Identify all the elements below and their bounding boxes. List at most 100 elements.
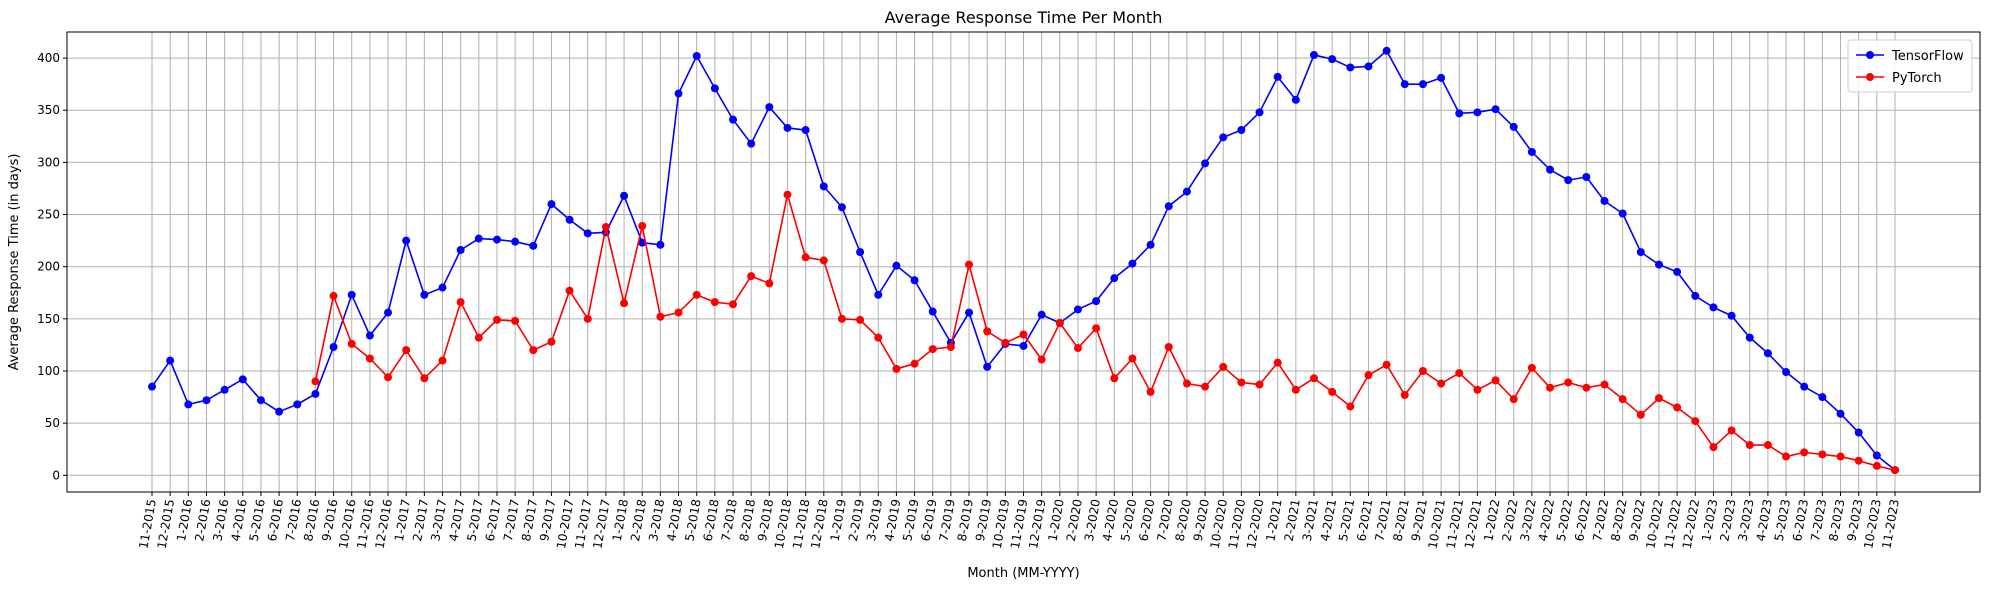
y-tick-label: 350 — [37, 103, 60, 117]
data-point — [1346, 402, 1355, 411]
data-point — [474, 234, 483, 243]
legend-marker — [1866, 73, 1874, 81]
legend-label: TensorFlow — [1891, 49, 1964, 64]
data-point — [1110, 274, 1119, 283]
data-point — [529, 346, 538, 355]
data-point — [238, 375, 247, 384]
data-point — [892, 364, 901, 373]
data-point — [965, 260, 974, 269]
data-point — [1872, 461, 1881, 470]
data-point — [729, 115, 737, 124]
data-point — [1291, 385, 1300, 394]
data-point — [1310, 50, 1318, 59]
data-point — [1019, 330, 1028, 339]
data-point — [1473, 385, 1482, 394]
data-point — [1654, 260, 1663, 269]
data-point — [1437, 73, 1446, 82]
data-point — [220, 385, 229, 394]
data-point — [1527, 147, 1536, 156]
y-tick-label: 50 — [45, 416, 60, 430]
data-point — [747, 272, 756, 281]
data-point — [1273, 358, 1282, 367]
data-point — [1382, 46, 1391, 55]
data-point — [1836, 452, 1845, 461]
data-point — [1092, 297, 1101, 306]
data-point — [1636, 248, 1645, 257]
data-point — [783, 190, 792, 199]
data-point — [1001, 338, 1010, 347]
data-point — [674, 89, 683, 98]
data-point — [1382, 360, 1391, 369]
data-point — [1437, 379, 1446, 388]
data-point — [983, 362, 992, 371]
data-point — [1400, 390, 1409, 399]
data-point — [565, 286, 574, 295]
data-point — [583, 229, 592, 238]
data-point — [583, 314, 592, 323]
data-point — [1509, 122, 1518, 131]
data-point — [1273, 72, 1282, 81]
data-point — [1182, 187, 1191, 196]
data-point — [1055, 319, 1064, 328]
data-point — [1201, 382, 1210, 391]
data-point — [1818, 393, 1827, 402]
data-point — [837, 314, 846, 323]
data-point — [765, 279, 774, 288]
data-point — [638, 222, 647, 231]
data-point — [710, 84, 719, 93]
grid-lines — [67, 32, 1980, 492]
data-point — [1237, 126, 1246, 135]
data-point — [1364, 371, 1373, 380]
data-point — [1745, 333, 1754, 342]
data-point — [856, 248, 865, 257]
data-point — [1800, 382, 1809, 391]
data-point — [1782, 452, 1791, 461]
series-pytorch — [311, 190, 1899, 475]
data-point — [1019, 341, 1028, 350]
data-point — [1164, 343, 1173, 352]
data-point — [474, 333, 483, 342]
data-point — [1836, 409, 1845, 418]
data-point — [656, 312, 665, 321]
data-point — [365, 354, 374, 363]
data-point — [1364, 62, 1373, 71]
legend-label: PyTorch — [1892, 71, 1942, 86]
data-point — [1037, 355, 1046, 364]
data-point — [1891, 466, 1899, 475]
data-point — [384, 308, 393, 317]
data-point — [1727, 426, 1736, 435]
data-point — [910, 359, 919, 368]
data-point — [1618, 209, 1627, 218]
data-point — [729, 300, 737, 309]
data-point — [456, 246, 465, 255]
data-point — [965, 308, 974, 317]
data-point — [384, 373, 393, 382]
data-point — [456, 298, 465, 307]
data-point — [1255, 380, 1264, 389]
data-point — [656, 240, 665, 249]
data-point — [402, 236, 411, 245]
data-point — [420, 374, 429, 383]
data-point — [620, 299, 629, 308]
data-point — [1582, 172, 1591, 181]
y-tick-label: 250 — [37, 208, 60, 222]
data-point — [1854, 456, 1863, 465]
data-point — [1872, 451, 1881, 460]
data-point — [293, 400, 302, 409]
data-point — [1328, 387, 1337, 396]
data-point — [1146, 240, 1155, 249]
data-point — [946, 343, 955, 352]
series-line — [314, 193, 1896, 471]
data-point — [1600, 380, 1609, 389]
data-point — [1600, 196, 1609, 205]
data-point — [928, 345, 937, 354]
data-point — [1727, 311, 1736, 320]
data-point — [1582, 383, 1591, 392]
data-point — [1691, 417, 1700, 426]
x-axis-ticks: 11-201512-20151-20162-20163-20164-20165-… — [136, 492, 1902, 550]
data-point — [565, 215, 574, 224]
data-point — [783, 123, 792, 132]
data-point — [529, 241, 538, 250]
y-axis-ticks: 0 50 100 150 200 250 300 350 400 — [37, 51, 67, 482]
